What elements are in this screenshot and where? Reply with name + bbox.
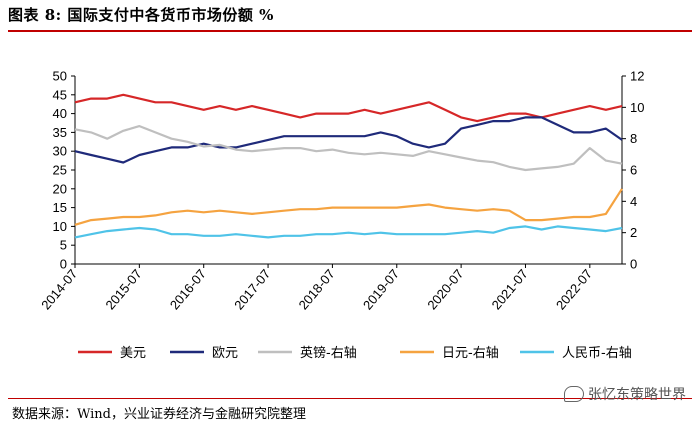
currency-share-chart: 0 5 10 15 20 25 30 35 40 45 50 0 2 4 6 8 10 12 2014-07 2015… <box>38 69 644 362</box>
x-tick-label: 2017-07 <box>231 266 273 312</box>
series-line-0 <box>74 93 623 123</box>
right-tick-label: 2 <box>630 225 637 240</box>
x-tick-label: 2022-07 <box>553 266 595 312</box>
watermark-text: 张忆东策略世界 <box>588 387 686 403</box>
left-tick-label: 20 <box>53 181 67 196</box>
x-tick-label: 2014-07 <box>38 266 80 312</box>
left-tick-label: 15 <box>53 200 67 215</box>
right-tick-label: 12 <box>630 69 644 84</box>
series-line-2 <box>74 124 623 172</box>
left-tick-label: 5 <box>60 238 67 253</box>
left-tick-label: 30 <box>53 144 67 159</box>
left-tick-label: 35 <box>53 125 67 140</box>
x-tick-label: 2021-07 <box>489 266 531 312</box>
series-line-4 <box>74 225 623 239</box>
right-tick-label: 6 <box>630 163 637 178</box>
watermark: 张忆东策略世界 <box>564 384 686 404</box>
chart-title: 图表 8: 国际支付中各货币市场份额 % <box>8 6 274 24</box>
x-tick-label: 2020-07 <box>424 266 466 312</box>
x-tick-label: 2019-07 <box>360 266 402 312</box>
left-tick-label: 25 <box>53 163 67 178</box>
source-rule <box>8 398 692 399</box>
legend-label: 日元-右轴 <box>442 346 499 361</box>
legend-label: 欧元 <box>212 346 238 361</box>
chart-axes: 0 5 10 15 20 25 30 35 40 45 50 0 2 4 6 8 10 12 2014-07 2015… <box>38 69 644 313</box>
chart-series <box>74 93 623 239</box>
x-tick-label: 2015-07 <box>102 266 144 312</box>
wechat-icon <box>564 386 584 402</box>
legend-label: 人民币-右轴 <box>562 346 632 361</box>
right-tick-label: 4 <box>630 194 637 209</box>
left-tick-label: 10 <box>53 219 67 234</box>
legend-label: 英镑-右轴 <box>300 345 357 361</box>
left-tick-label: 40 <box>53 106 67 121</box>
right-tick-label: 0 <box>630 257 637 272</box>
x-tick-label: 2018-07 <box>296 266 338 312</box>
right-tick-label: 10 <box>630 100 644 115</box>
series-line-3 <box>74 188 623 226</box>
left-tick-label: 45 <box>53 87 67 102</box>
chart-legend: 美元 欧元 英镑-右轴 日元-右轴 人民币-右轴 <box>78 345 632 361</box>
title-rule <box>8 30 692 32</box>
left-tick-label: 50 <box>53 69 67 84</box>
left-tick-label: 0 <box>60 257 67 272</box>
x-tick-label: 2016-07 <box>167 266 209 312</box>
series-line-1 <box>74 116 623 164</box>
legend-label: 美元 <box>120 346 146 361</box>
right-tick-label: 8 <box>630 131 637 146</box>
source-note: 数据来源：Wind，兴业证券经济与金融研究院整理 <box>12 407 306 422</box>
